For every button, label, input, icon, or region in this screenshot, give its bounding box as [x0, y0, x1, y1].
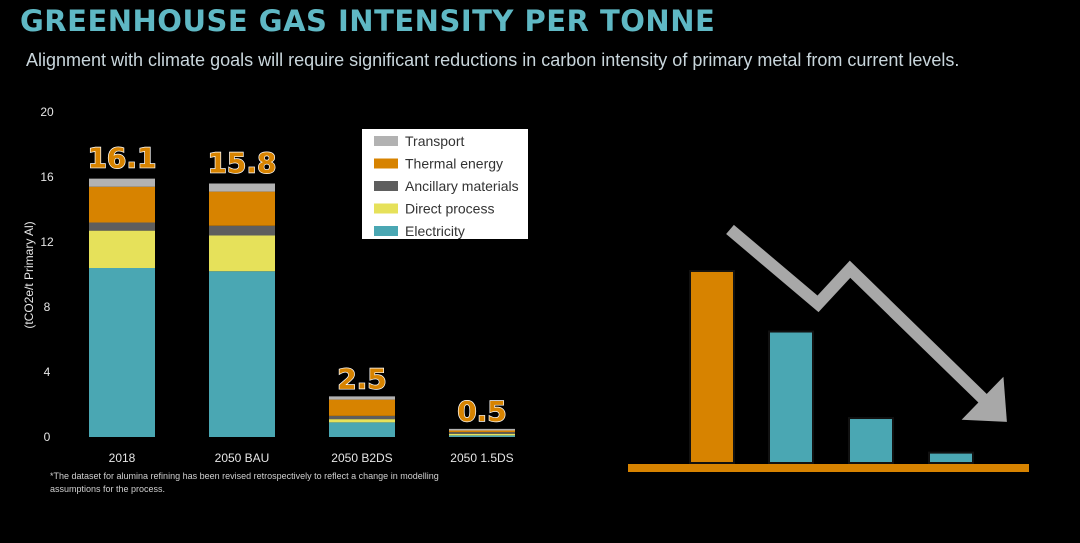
- graphic-baseline: [628, 464, 1029, 472]
- decline-arrow-line: [726, 224, 999, 414]
- page-title: GREENHOUSE GAS INTENSITY PER TONNE: [20, 4, 716, 38]
- x-tick-label: 2050 1.5DS: [450, 451, 513, 465]
- bar-segment: [209, 183, 275, 192]
- page-subtitle: Alignment with climate goals will requir…: [26, 50, 960, 70]
- graphic-bar: [689, 269, 735, 464]
- x-tick-label: 2050 BAU: [215, 451, 270, 465]
- x-tick-label: 2018: [109, 451, 136, 465]
- y-tick-label: 8: [44, 300, 51, 314]
- bar-segment: [329, 396, 395, 400]
- bar-segment: [449, 428, 515, 431]
- legend-label: Transport: [405, 133, 465, 149]
- y-tick-label: 16: [40, 170, 54, 184]
- graphic-bar: [848, 417, 894, 464]
- bar-total-label: 15.8: [207, 146, 276, 179]
- graphic-bar: [928, 451, 974, 464]
- legend-swatch: [374, 136, 398, 146]
- x-tick-label: 2050 B2DS: [331, 451, 392, 465]
- bar-segment: [449, 433, 515, 436]
- legend-swatch: [374, 181, 398, 191]
- bar-segment: [209, 191, 275, 226]
- graphic-bar: [768, 330, 814, 464]
- bar-segment: [449, 430, 515, 433]
- legend-label: Thermal energy: [405, 156, 503, 172]
- legend-label: Direct process: [405, 201, 494, 217]
- y-tick-label: 0: [44, 430, 51, 444]
- footnote: *The dataset for alumina refining has be…: [50, 471, 439, 494]
- legend-swatch: [374, 226, 398, 236]
- bar-total-label: 0.5: [457, 395, 507, 428]
- bar-segment: [329, 399, 395, 416]
- y-tick-label: 4: [44, 365, 51, 379]
- bar-segment: [329, 422, 395, 437]
- bar-segment: [89, 186, 155, 223]
- bar-segment: [89, 178, 155, 187]
- bar-segment: [209, 271, 275, 437]
- decline-arrow-head: [961, 376, 1007, 422]
- y-tick-label: 12: [40, 235, 54, 249]
- legend-label: Ancillary materials: [405, 178, 519, 194]
- bar-segment: [329, 415, 395, 420]
- bar-segment: [89, 268, 155, 437]
- bar-segment: [209, 235, 275, 272]
- legend-label: Electricity: [405, 223, 465, 239]
- bar-segment: [329, 419, 395, 423]
- y-tick-label: 20: [40, 105, 54, 119]
- y-axis-label: (tCO2e/t Primary Al): [22, 221, 36, 328]
- bar-segment: [209, 225, 275, 236]
- bar-segment: [449, 432, 515, 434]
- legend-swatch: [374, 158, 398, 169]
- bar-segment: [89, 230, 155, 268]
- bar-total-label: 2.5: [337, 362, 387, 395]
- bar-total-label: 16.1: [87, 141, 156, 174]
- bar-segment: [89, 222, 155, 231]
- bar-segment: [449, 435, 515, 437]
- legend-swatch: [374, 203, 398, 214]
